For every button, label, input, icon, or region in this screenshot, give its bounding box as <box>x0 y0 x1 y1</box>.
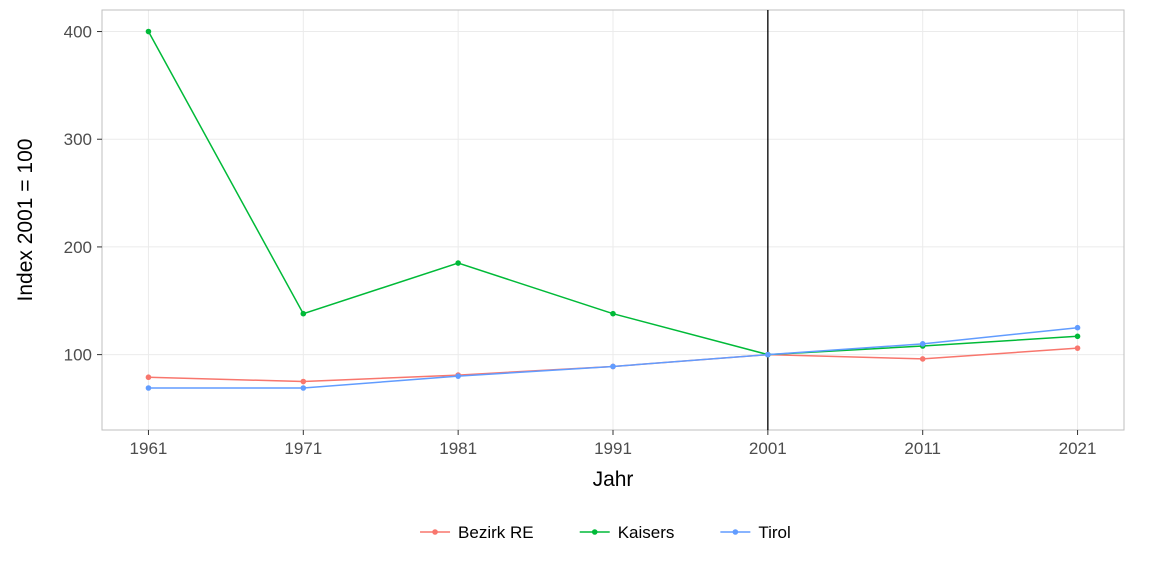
line-chart: 1961 1971 1981 1991 2001 2011 2021 100 200 300 400… <box>0 0 1152 576</box>
series-point <box>610 311 616 317</box>
y-tick-label: 300 <box>64 130 92 149</box>
legend-key-point <box>592 529 598 535</box>
series-point <box>1075 325 1081 331</box>
legend-label: Kaisers <box>618 523 675 542</box>
series-point <box>146 385 152 391</box>
series-point <box>455 260 461 266</box>
chart-container: 1961 1971 1981 1991 2001 2011 2021 100 200 300 400… <box>0 0 1152 576</box>
y-tick-label: 400 <box>64 23 92 42</box>
series-point <box>1075 345 1081 351</box>
x-tick-label: 1971 <box>284 439 322 458</box>
legend-label: Tirol <box>758 523 790 542</box>
series-point <box>920 341 926 347</box>
series-point <box>765 352 771 358</box>
y-tick-label: 100 <box>64 346 92 365</box>
series-point <box>610 364 616 370</box>
series-point <box>301 311 307 317</box>
legend-key-point <box>432 529 438 535</box>
series-point <box>301 385 307 391</box>
legend-key-point <box>733 529 739 535</box>
series-point <box>455 373 461 379</box>
x-tick-label: 2011 <box>904 439 941 458</box>
x-tick-label: 1991 <box>594 439 632 458</box>
series-point <box>920 356 926 362</box>
legend-label: Bezirk RE <box>458 523 534 542</box>
series-point <box>146 374 152 380</box>
series-point <box>146 29 152 35</box>
x-tick-label: 2001 <box>749 439 787 458</box>
series-point <box>301 379 307 385</box>
x-axis-title: Jahr <box>593 468 634 491</box>
y-axis-title: Index 2001 = 100 <box>14 139 37 302</box>
x-tick-label: 2021 <box>1059 439 1097 458</box>
x-tick-label: 1981 <box>439 439 477 458</box>
x-tick-label: 1961 <box>130 439 168 458</box>
series-point <box>1075 334 1081 340</box>
y-tick-label: 200 <box>64 238 92 257</box>
